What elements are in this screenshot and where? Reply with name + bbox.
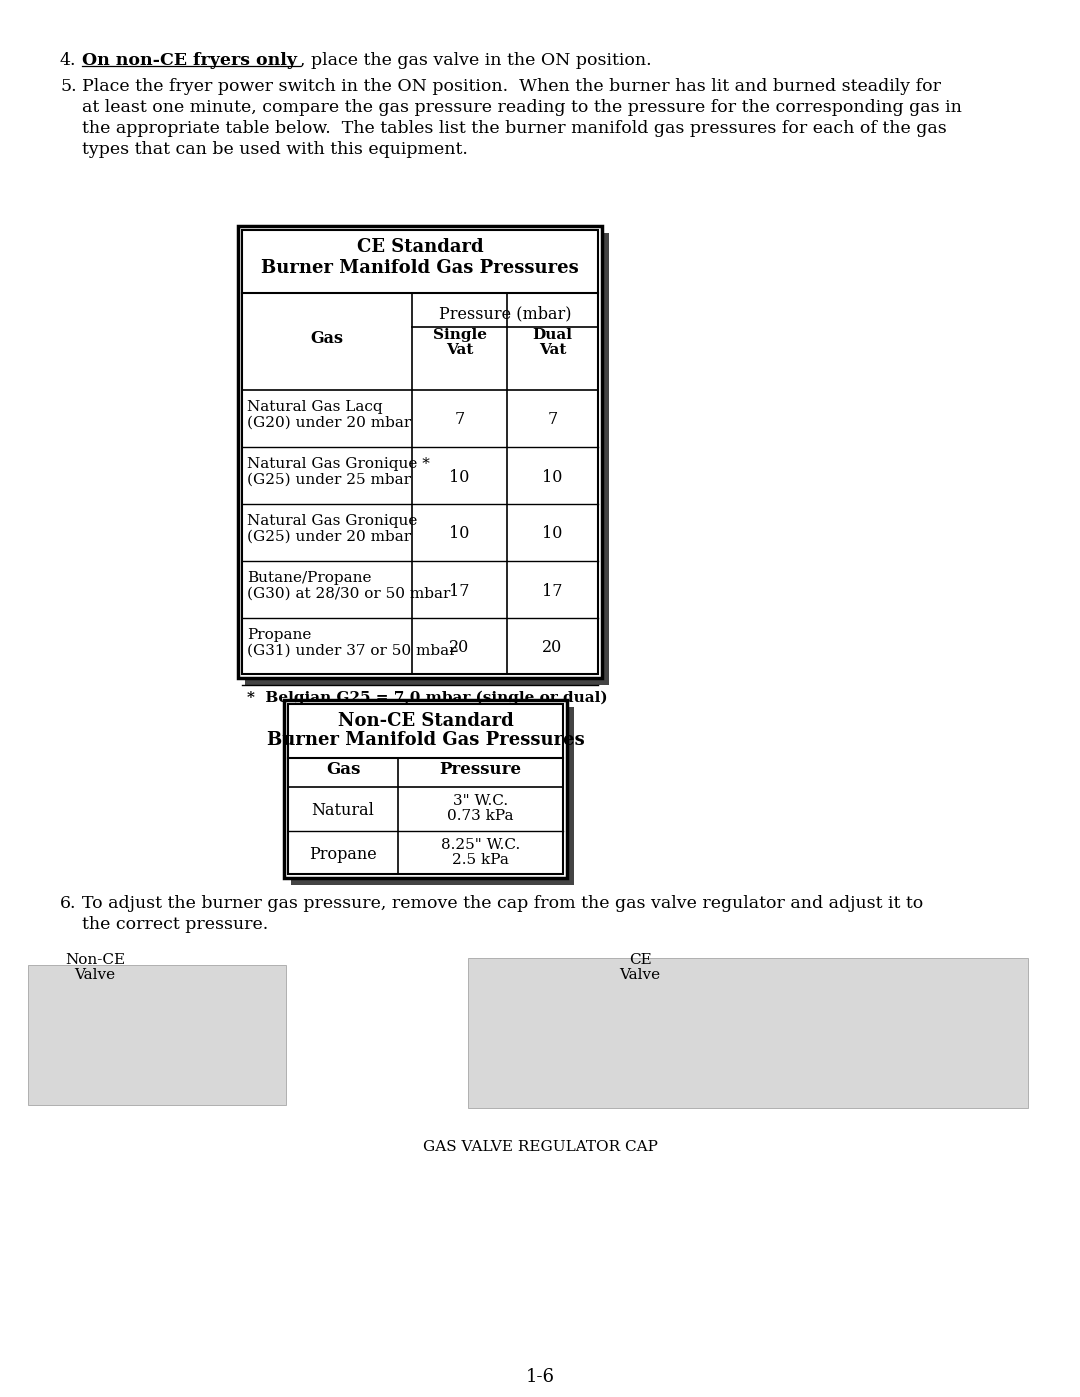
Text: *  Belgian G25 = 7,0 mbar (single or dual): * Belgian G25 = 7,0 mbar (single or dual…: [247, 692, 608, 705]
Text: Natural Gas Lacq: Natural Gas Lacq: [247, 400, 382, 414]
Text: (G25) under 20 mbar: (G25) under 20 mbar: [247, 529, 411, 543]
Text: 10: 10: [449, 525, 470, 542]
Text: 10: 10: [542, 468, 563, 486]
Text: 6.: 6.: [60, 895, 77, 912]
Text: Vat: Vat: [539, 344, 566, 358]
Text: Pressure (mbar): Pressure (mbar): [438, 305, 571, 321]
Text: Burner Manifold Gas Pressures: Burner Manifold Gas Pressures: [267, 731, 584, 749]
Text: On non-CE fryers only: On non-CE fryers only: [82, 52, 297, 68]
Text: Vat: Vat: [446, 344, 473, 358]
Text: Gas: Gas: [311, 330, 343, 346]
Text: Natural Gas Gronique: Natural Gas Gronique: [247, 514, 417, 528]
Text: 3" W.C.: 3" W.C.: [453, 793, 508, 807]
Text: CE Standard: CE Standard: [356, 237, 484, 256]
Text: Valve: Valve: [620, 968, 661, 982]
Text: 2.5 kPa: 2.5 kPa: [453, 854, 509, 868]
Bar: [238, 226, 602, 678]
Text: 17: 17: [449, 583, 470, 599]
Text: Valve: Valve: [75, 968, 116, 982]
Bar: [288, 704, 563, 875]
Text: 1-6: 1-6: [526, 1368, 554, 1386]
Text: Non-CE Standard: Non-CE Standard: [338, 712, 513, 731]
Bar: [28, 965, 286, 1105]
Text: 0.73 kPa: 0.73 kPa: [447, 809, 514, 823]
Text: 7: 7: [455, 412, 464, 429]
Text: (G31) under 37 or 50 mbar: (G31) under 37 or 50 mbar: [247, 644, 457, 658]
Text: Non-CE: Non-CE: [65, 953, 125, 967]
Bar: [245, 233, 609, 685]
Text: Place the fryer power switch in the ON position.  When the burner has lit and bu: Place the fryer power switch in the ON p…: [82, 78, 941, 95]
Text: Propane: Propane: [309, 847, 377, 863]
Text: the correct pressure.: the correct pressure.: [82, 916, 268, 933]
Text: the appropriate table below.  The tables list the burner manifold gas pressures : the appropriate table below. The tables …: [82, 120, 947, 137]
Text: (G25) under 25 mbar: (G25) under 25 mbar: [247, 474, 411, 488]
Text: , place the gas valve in the ON position.: , place the gas valve in the ON position…: [300, 52, 651, 68]
Text: Natural: Natural: [311, 802, 375, 819]
Text: types that can be used with this equipment.: types that can be used with this equipme…: [82, 141, 468, 158]
Text: Gas: Gas: [326, 761, 361, 778]
Text: (G20) under 20 mbar: (G20) under 20 mbar: [247, 416, 411, 430]
Text: Natural Gas Gronique *: Natural Gas Gronique *: [247, 457, 430, 471]
Bar: [242, 231, 598, 673]
Text: Dual: Dual: [532, 328, 572, 342]
Text: To adjust the burner gas pressure, remove the cap from the gas valve regulator a: To adjust the burner gas pressure, remov…: [82, 895, 923, 912]
Text: (G30) at 28/30 or 50 mbar: (G30) at 28/30 or 50 mbar: [247, 587, 450, 601]
Text: Pressure: Pressure: [440, 761, 522, 778]
Text: 4.: 4.: [60, 52, 77, 68]
Text: GAS VALVE REGULATOR CAP: GAS VALVE REGULATOR CAP: [422, 1140, 658, 1154]
Text: 10: 10: [449, 468, 470, 486]
Text: 8.25" W.C.: 8.25" W.C.: [441, 838, 521, 852]
Text: at least one minute, compare the gas pressure reading to the pressure for the co: at least one minute, compare the gas pre…: [82, 99, 962, 116]
Bar: [284, 700, 567, 877]
Text: Single: Single: [432, 328, 486, 342]
Bar: [291, 707, 573, 886]
Text: 10: 10: [542, 525, 563, 542]
Text: 17: 17: [542, 583, 563, 599]
Text: 5.: 5.: [60, 78, 77, 95]
Text: Propane: Propane: [247, 629, 311, 643]
Text: CE: CE: [629, 953, 651, 967]
Text: 20: 20: [542, 640, 563, 657]
Text: 20: 20: [449, 640, 470, 657]
Text: Butane/Propane: Butane/Propane: [247, 571, 372, 585]
Text: 7: 7: [548, 412, 557, 429]
Bar: [468, 958, 1028, 1108]
Text: Burner Manifold Gas Pressures: Burner Manifold Gas Pressures: [261, 258, 579, 277]
